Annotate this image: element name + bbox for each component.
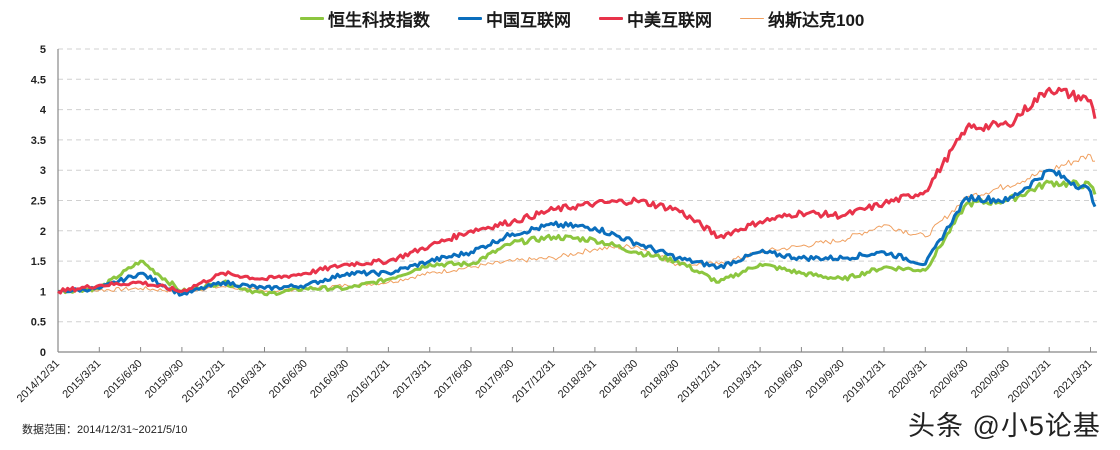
legend-swatch-nasdaq100 [740,17,764,19]
x-tick-label: 2014/12/31 [15,358,62,405]
legend-item-hstech[interactable]: 恒生科技指数 [300,6,430,31]
x-tick-label: 2016/3/31 [226,358,269,401]
y-tick-label: 1.5 [31,256,46,268]
x-tick-label: 2017/6/30 [432,358,475,401]
y-tick-label: 4.5 [31,74,46,86]
x-tick-label: 2020/6/30 [928,358,971,401]
y-tick-label: 2 [40,226,46,238]
x-tick-label: 2020/3/31 [886,358,929,401]
series-line [58,179,1097,297]
series-lines [57,86,1097,297]
x-tick-label: 2015/6/30 [102,358,145,401]
x-tick-label: 2017/9/30 [473,358,516,401]
legend-item-china-internet[interactable]: 中国互联网 [458,6,571,31]
x-tick-label: 2016/9/30 [308,358,351,401]
x-tick-label: 2019/9/30 [804,358,847,401]
legend-swatch-us-china-internet [599,16,623,20]
y-axis: 0 0.5 1 1.5 2 2.5 3 3.5 4 4.5 5 [31,44,59,359]
series-line [58,153,1096,294]
data-range-note: 数据范围：2014/12/31~2021/5/10 [22,424,188,436]
x-tick-label: 2019/3/31 [721,358,764,401]
x-tick-label: 2018/6/30 [597,358,640,401]
y-tick-label: 1 [40,286,46,298]
x-tick-label: 2020/12/31 [1006,358,1053,405]
legend-swatch-hstech [300,16,324,20]
series-line [57,86,1097,295]
x-axis: 2014/12/312015/3/312015/6/302015/9/30201… [15,347,1097,405]
x-tick-label: 2015/9/30 [143,358,186,401]
x-tick-label: 2019/12/31 [841,358,888,405]
x-tick-label: 2019/6/30 [762,358,805,401]
x-tick-label: 2016/12/31 [345,358,392,405]
legend-item-nasdaq100[interactable]: 纳斯达克100 [740,6,864,31]
y-tick-label: 4 [40,105,47,117]
y-tick-label: 0 [40,347,46,359]
legend-swatch-china-internet [458,16,482,20]
x-tick-label: 2018/3/31 [556,358,599,401]
x-tick-label: 2016/6/30 [267,358,310,401]
x-tick-label: 2020/9/30 [969,358,1012,401]
y-tick-label: 3.5 [31,135,46,147]
legend-label: 中美互联网 [627,10,712,30]
x-tick-label: 2015/3/31 [60,358,103,401]
legend-label: 纳斯达克100 [768,10,865,30]
x-tick-label: 2018/12/31 [676,358,723,405]
watermark: 头条 @小5论基 [908,411,1101,441]
x-tick-label: 2017/3/31 [391,358,434,401]
gridlines [58,48,1097,323]
x-tick-label: 2018/9/30 [639,358,682,401]
y-tick-label: 5 [40,44,46,56]
y-tick-label: 3 [40,165,46,177]
legend-label: 中国互联网 [486,10,571,30]
chart-legend: 恒生科技指数 中国互联网 中美互联网 纳斯达克100 [300,6,892,30]
legend-label: 恒生科技指数 [328,10,430,30]
x-tick-label: 2021/3/31 [1052,358,1095,401]
x-tick-label: 2015/12/31 [180,358,227,405]
legend-item-us-china-internet[interactable]: 中美互联网 [599,6,712,31]
y-tick-label: 0.5 [31,317,46,329]
x-tick-label: 2017/12/31 [510,358,557,405]
series-line [57,168,1097,297]
y-tick-label: 2.5 [31,196,46,208]
